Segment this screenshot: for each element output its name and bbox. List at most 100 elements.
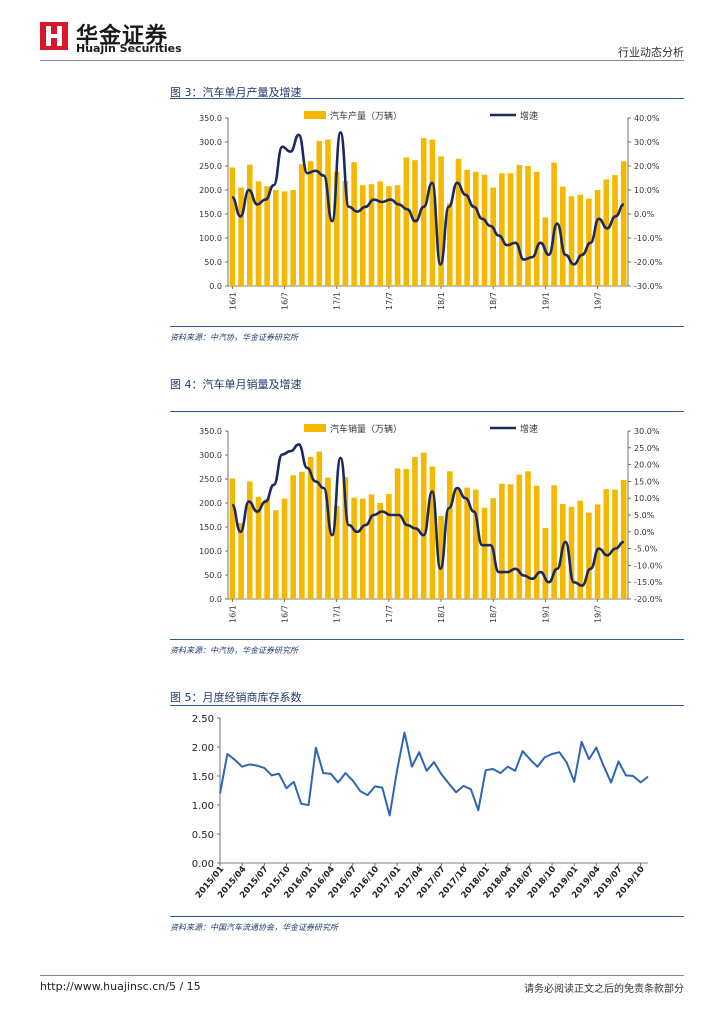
x-tick-label: 17/7 xyxy=(385,292,394,310)
bar xyxy=(229,167,236,286)
figure-3-chart: 0.0 50.0 100.0 150.0 200.0 250.0 300.0 350.0 -30… xyxy=(199,110,663,310)
bar xyxy=(281,498,288,599)
figure-4-chart: 0.0 50.0 100.0 150.0 200.0 250.0 300.0 350.0 -20… xyxy=(199,423,663,623)
bar xyxy=(620,480,627,599)
y-left-tick-label: 250.0 xyxy=(199,475,222,484)
figure-5-title: 图 5：月度经销商库存系数 xyxy=(170,691,302,704)
bar xyxy=(499,173,505,286)
legend-line-label: 增速 xyxy=(520,423,538,435)
figure-3-title: 图 3：汽车单月产量及增速 xyxy=(170,86,302,99)
x-tick-label: 19/7 xyxy=(594,605,603,623)
bar xyxy=(612,175,618,286)
bar xyxy=(386,186,392,286)
brand-name-cn: 华金证券 xyxy=(76,24,169,49)
bar xyxy=(325,477,331,599)
footer-url-page[interactable]: http://www.huajinsc.cn/5 / 15 xyxy=(40,980,201,993)
y-right-tick-label: 0.0% xyxy=(634,210,655,219)
y-left-tick-label: 200.0 xyxy=(199,499,222,508)
figure-4-title: 图 4：汽车单月销量及增速 xyxy=(170,378,302,391)
y-left-tick-label: 0.0 xyxy=(209,282,222,291)
x-tick-label: 16/7 xyxy=(281,292,290,310)
x-tick-label: 16/1 xyxy=(228,292,237,310)
y-right-tick-label: -15.0% xyxy=(634,578,663,587)
bar xyxy=(507,173,514,286)
bar xyxy=(533,485,540,599)
y-right-tick-label: 10.0% xyxy=(634,186,660,195)
legend-bar-swatch xyxy=(304,424,326,432)
bar xyxy=(325,139,331,286)
bar xyxy=(490,187,496,286)
bar xyxy=(316,451,323,599)
x-tick-label: 19/1 xyxy=(541,292,550,310)
bar xyxy=(594,190,601,286)
x-tick-label: 16/7 xyxy=(281,605,290,623)
bar xyxy=(420,452,427,599)
bar xyxy=(603,489,610,599)
y-right-tick-label: -10.0% xyxy=(634,234,663,243)
y-left-tick-label: 50.0 xyxy=(204,571,222,580)
bar xyxy=(577,500,583,599)
report-type: 行业动态分析 xyxy=(618,46,684,59)
bar xyxy=(299,164,305,286)
figure-3-top-rule xyxy=(170,98,684,99)
y-tick-label: 2.00 xyxy=(192,743,214,754)
bar xyxy=(360,185,366,286)
bar xyxy=(447,203,453,286)
y-left-tick-label: 350.0 xyxy=(199,114,222,123)
y-left-tick-label: 200.0 xyxy=(199,186,222,195)
y-tick-label: 0.00 xyxy=(192,859,214,870)
bar xyxy=(420,138,427,286)
bar xyxy=(255,181,262,286)
bar xyxy=(333,505,340,599)
y-left-tick-label: 300.0 xyxy=(199,451,222,460)
bar xyxy=(342,180,349,286)
figure-5-bottom-rule xyxy=(170,916,684,917)
bar xyxy=(377,503,383,599)
bar xyxy=(238,187,244,286)
figure-5-source: 资料来源：中国汽车流通协会，华金证券研究所 xyxy=(170,923,338,932)
y-right-tick-label: 15.0% xyxy=(634,477,660,486)
bar xyxy=(464,487,470,599)
y-tick-label: 1.00 xyxy=(192,801,214,812)
y-left-tick-label: 0.0 xyxy=(209,595,222,604)
y-left-tick-label: 100.0 xyxy=(199,547,222,556)
legend-line-label: 增速 xyxy=(520,110,538,122)
y-right-tick-label: -20.0% xyxy=(634,258,663,267)
bar xyxy=(560,186,566,286)
figure-4-source: 资料来源：中汽协，华金证券研究所 xyxy=(170,646,298,655)
y-tick-label: 1.50 xyxy=(192,772,214,783)
bar xyxy=(481,174,488,286)
bar xyxy=(247,481,253,599)
bar xyxy=(516,474,523,599)
bar xyxy=(603,179,610,286)
y-right-tick-label: 10.0% xyxy=(634,494,660,503)
y-right-tick-label: 5.0% xyxy=(634,511,655,520)
bar xyxy=(551,485,557,599)
inventory-coefficient-line xyxy=(219,731,649,817)
bar xyxy=(290,190,296,286)
bar xyxy=(455,158,462,286)
bar xyxy=(551,162,557,286)
y-right-tick-label: -30.0% xyxy=(634,282,663,291)
header-divider xyxy=(40,60,684,61)
bar xyxy=(612,489,618,599)
x-tick-label: 18/7 xyxy=(489,292,498,310)
y-right-tick-label: -5.0% xyxy=(634,545,658,554)
bar xyxy=(333,171,340,286)
bar xyxy=(542,528,549,599)
bar xyxy=(568,506,575,599)
bar xyxy=(412,160,418,286)
bar xyxy=(464,169,470,286)
bar xyxy=(429,139,436,286)
bar xyxy=(516,165,523,286)
bar xyxy=(386,493,392,599)
y-left-tick-label: 100.0 xyxy=(199,234,222,243)
bar xyxy=(499,483,505,599)
bar xyxy=(238,523,244,599)
bar xyxy=(620,161,627,286)
y-left-tick-label: 50.0 xyxy=(204,258,222,267)
bar xyxy=(568,196,575,286)
figure-5-top-rule xyxy=(170,705,684,706)
x-tick-label: 19/1 xyxy=(541,605,550,623)
y-right-tick-label: 25.0% xyxy=(634,444,660,453)
